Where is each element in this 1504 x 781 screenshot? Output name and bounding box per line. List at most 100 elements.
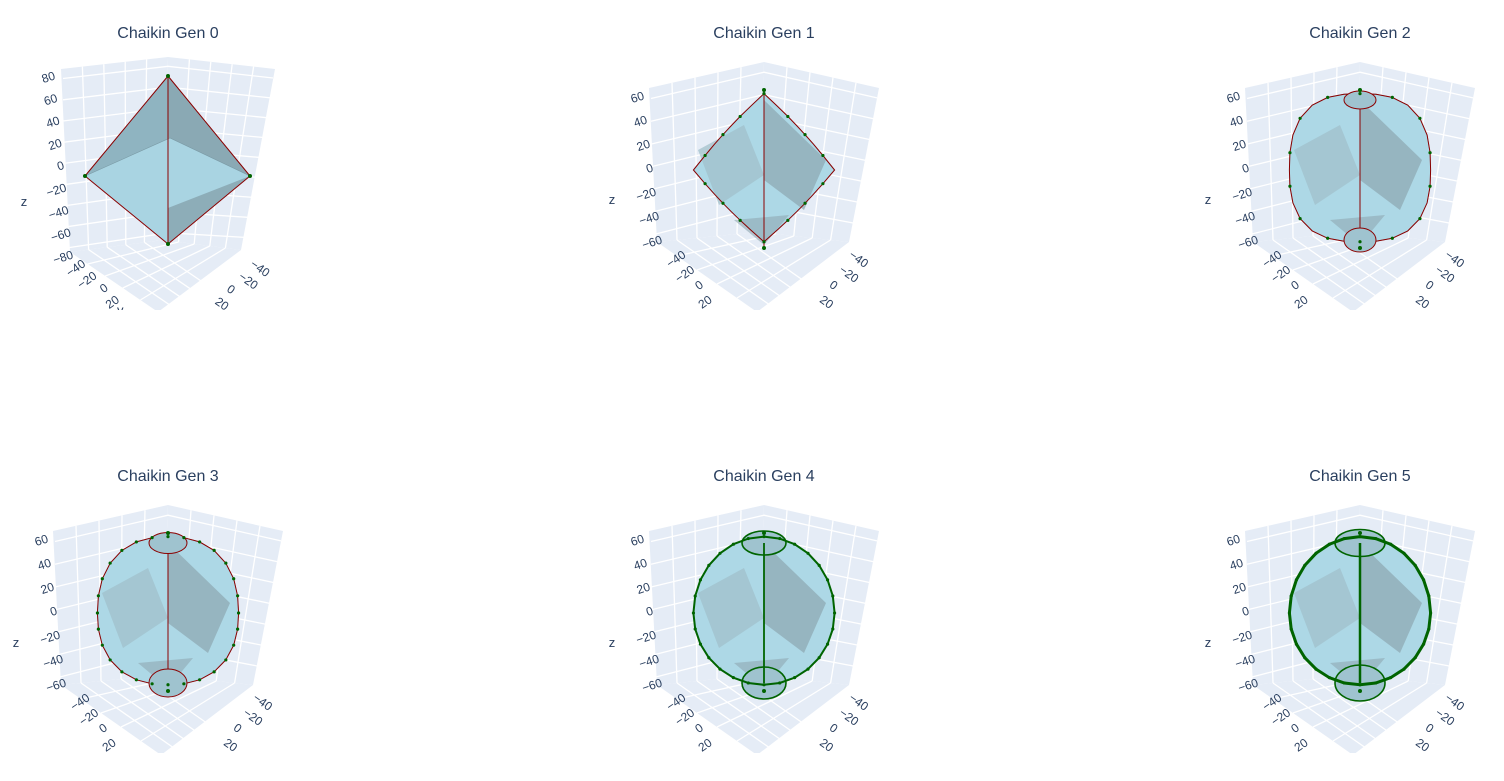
mesh-vertex	[1389, 542, 1393, 546]
mesh-vertex	[738, 218, 742, 222]
z-tick-label: −40	[1233, 651, 1257, 671]
grid-line	[54, 514, 282, 543]
mesh-vertex	[718, 667, 722, 671]
z-axis-title: z	[13, 635, 20, 650]
x-tick-label: 0	[224, 282, 238, 297]
mesh-vertex	[1390, 236, 1394, 240]
z-tick-label: 20	[1231, 136, 1248, 154]
mesh-vertex	[693, 594, 697, 598]
mesh-surface	[83, 74, 252, 246]
mesh-vertex	[1374, 681, 1378, 685]
y-tick-label: 0	[97, 280, 111, 295]
grid-line	[736, 239, 831, 299]
z-tick-label: 40	[36, 555, 53, 573]
y-axis-title: y	[708, 748, 715, 763]
x-axis-title: x	[1449, 750, 1456, 765]
x-axis-title: x	[246, 307, 253, 322]
mesh-vertex	[1342, 681, 1346, 685]
mesh-vertex	[1287, 611, 1292, 615]
mesh-vertex	[762, 88, 766, 92]
mesh-vertex	[224, 561, 228, 565]
mesh-vertex	[120, 670, 124, 674]
z-tick-label: 60	[629, 531, 646, 549]
mesh-vertex	[703, 182, 707, 186]
mesh-vertex	[707, 563, 711, 567]
grid-line	[1246, 71, 1474, 100]
scene-panel-gen-1[interactable]: Chaikin Gen 16040200−20−40−60−40−20020y−…	[609, 25, 879, 322]
mesh-surface	[1287, 528, 1433, 702]
mesh-face	[698, 125, 764, 205]
mesh-vertex	[1298, 116, 1302, 120]
mesh-face	[168, 543, 230, 653]
mesh-vertex	[1421, 578, 1426, 582]
floor-plane	[1253, 675, 1445, 753]
z-tick-label: 0	[55, 158, 66, 173]
scene-panel-gen-5[interactable]: Chaikin Gen 56040200−20−40−60−40−20020y−…	[1205, 468, 1475, 765]
grid-line	[716, 237, 813, 285]
mesh-edge	[84, 175, 169, 245]
mesh-vertex	[1298, 216, 1302, 221]
mesh-face	[1360, 543, 1422, 653]
mesh-edge	[1343, 227, 1377, 253]
z-tick-label: 80	[40, 68, 57, 86]
mesh-vertex	[1374, 536, 1378, 541]
mesh-vertex	[1421, 642, 1426, 646]
z-tick-label: 60	[629, 88, 646, 106]
mesh-vertex	[95, 611, 100, 615]
grid-line	[829, 82, 857, 241]
mesh-vertex	[691, 611, 696, 615]
mesh-vertex	[1289, 627, 1293, 631]
x-tick-label: 0	[1423, 720, 1437, 735]
mesh-vertex	[1314, 551, 1318, 555]
mesh-vertex	[1427, 594, 1431, 598]
mesh-vertex	[232, 577, 236, 581]
mesh-vertex	[1303, 656, 1307, 660]
grid-line	[736, 233, 838, 305]
grid-line	[120, 678, 222, 750]
z-tick-label: 20	[635, 579, 652, 597]
mesh-vertex	[1294, 642, 1299, 646]
mesh-vertex	[1294, 578, 1299, 582]
scene-panel-gen-0[interactable]: Chaikin Gen 0806040200−20−40−60−80−40−20…	[21, 25, 275, 322]
mesh-vertex	[718, 551, 722, 555]
z-tick-label: −60	[1236, 675, 1260, 695]
mesh-vertex	[817, 656, 821, 660]
grid-line	[100, 680, 202, 752]
grid-line	[696, 680, 798, 752]
grid-line	[1312, 678, 1414, 750]
x-tick-label: 20	[1413, 735, 1432, 754]
grid-line	[1425, 82, 1453, 241]
mesh-vertex	[166, 535, 170, 539]
panel-title: Chaikin Gen 4	[713, 468, 814, 485]
mesh-vertex	[108, 658, 112, 662]
z-axis-title: z	[609, 635, 616, 650]
mesh-vertex	[762, 689, 766, 693]
mesh-vertex	[1358, 689, 1362, 693]
mesh-face	[1294, 125, 1360, 205]
z-tick-label: 20	[47, 136, 64, 154]
scene-panel-gen-4[interactable]: Chaikin Gen 46040200−20−40−60−40−20020y−…	[609, 468, 879, 765]
mesh-vertex	[224, 658, 228, 662]
z-tick-label: −60	[49, 225, 73, 245]
grid-line	[736, 682, 831, 742]
grid-line	[829, 525, 857, 684]
scene-3d[interactable]: 806040200−20−40−60−80−40−20020y−40−20020…	[40, 57, 275, 322]
scene-panel-gen-2[interactable]: Chaikin Gen 26040200−20−40−60−40−20020y−…	[1205, 25, 1475, 322]
mesh-vertex	[793, 676, 797, 680]
grid-line	[650, 71, 878, 100]
z-axis-title: z	[1205, 635, 1212, 650]
mesh-vertex	[232, 643, 236, 647]
mesh-vertex	[1358, 246, 1362, 250]
mesh-surface	[691, 530, 837, 700]
mesh-vertex	[1314, 667, 1318, 671]
grid-line	[1292, 680, 1394, 752]
z-tick-label: −20	[44, 180, 68, 200]
z-tick-label: 40	[1228, 555, 1245, 573]
x-tick-label: 0	[231, 720, 245, 735]
scene-panel-gen-3[interactable]: Chaikin Gen 36040200−20−40−60−40−20020y−…	[13, 468, 283, 765]
